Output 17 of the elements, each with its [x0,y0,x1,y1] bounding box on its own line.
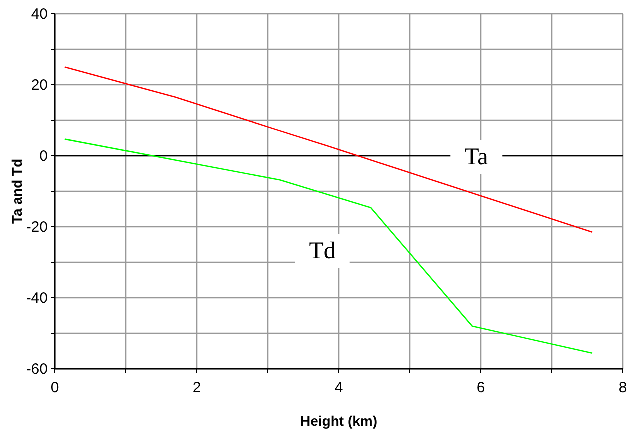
annotation: Ta [464,144,489,170]
x-tick-label: 2 [192,380,202,396]
x-tick-label: 4 [334,380,344,396]
x-tick-label: 0 [50,380,60,396]
y-axis-title: Ta and Td [9,158,25,224]
line-series [64,138,594,354]
y-tick-label: -20 [26,218,48,236]
annotation: Td [309,238,336,264]
x-tick-label: 8 [618,380,628,396]
y-tick-label: 20 [31,76,48,94]
line-series [64,66,594,233]
x-tick-label: 6 [476,380,486,396]
y-tick-label: 0 [40,148,48,165]
y-tick-label: -60 [26,360,48,378]
y-tick-label: 40 [31,6,48,23]
x-axis-title: Height (km) [300,413,378,429]
y-tick-label: -40 [26,290,48,307]
